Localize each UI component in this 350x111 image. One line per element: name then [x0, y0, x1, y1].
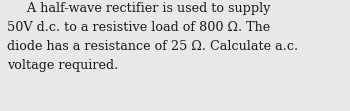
Text: A half-wave rectifier is used to supply
50V d.c. to a resistive load of 800 Ω. T: A half-wave rectifier is used to supply … — [7, 2, 298, 72]
